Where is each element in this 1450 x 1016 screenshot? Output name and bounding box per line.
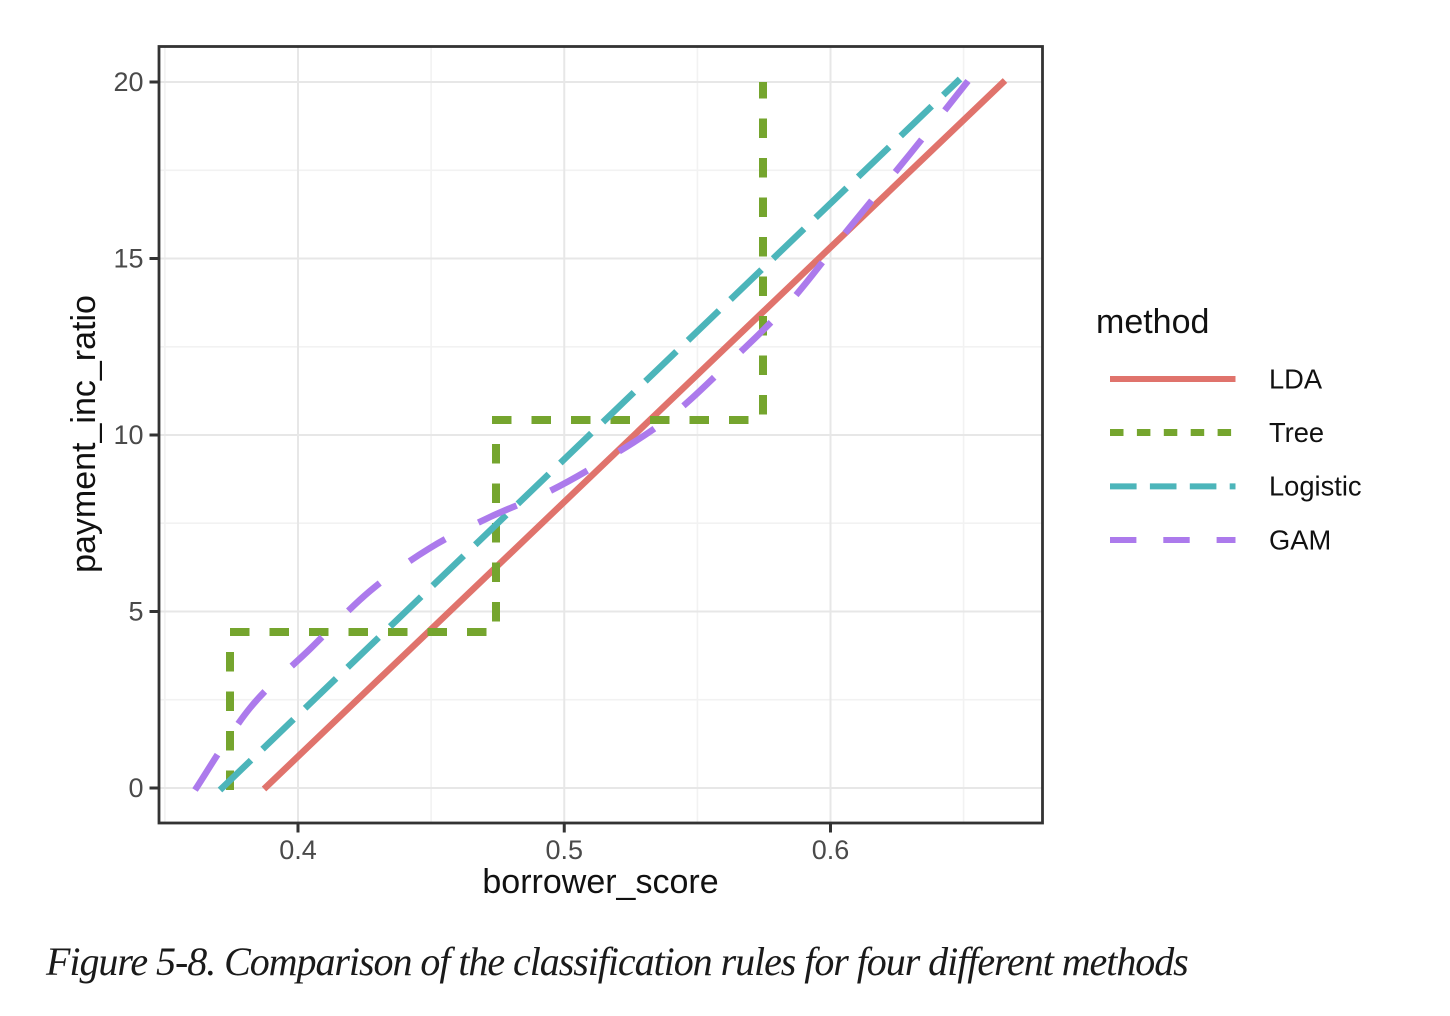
svg-text:20: 20 <box>113 67 143 97</box>
svg-text:0: 0 <box>128 773 143 803</box>
svg-text:Logistic: Logistic <box>1269 470 1362 501</box>
svg-text:payment_inc_ratio: payment_inc_ratio <box>65 295 103 573</box>
svg-text:LDA: LDA <box>1269 364 1323 395</box>
svg-text:Tree: Tree <box>1269 417 1324 448</box>
svg-text:0.4: 0.4 <box>279 835 317 865</box>
svg-text:GAM: GAM <box>1269 525 1331 556</box>
svg-text:0.5: 0.5 <box>545 835 583 865</box>
svg-text:borrower_score: borrower_score <box>482 863 718 901</box>
svg-text:5: 5 <box>128 597 143 627</box>
svg-text:Figure 5-8. Comparison of the: Figure 5-8. Comparison of the classifica… <box>45 939 1188 984</box>
svg-text:15: 15 <box>113 244 143 274</box>
svg-text:method: method <box>1096 303 1209 341</box>
svg-text:10: 10 <box>113 420 143 450</box>
svg-text:0.6: 0.6 <box>812 835 850 865</box>
